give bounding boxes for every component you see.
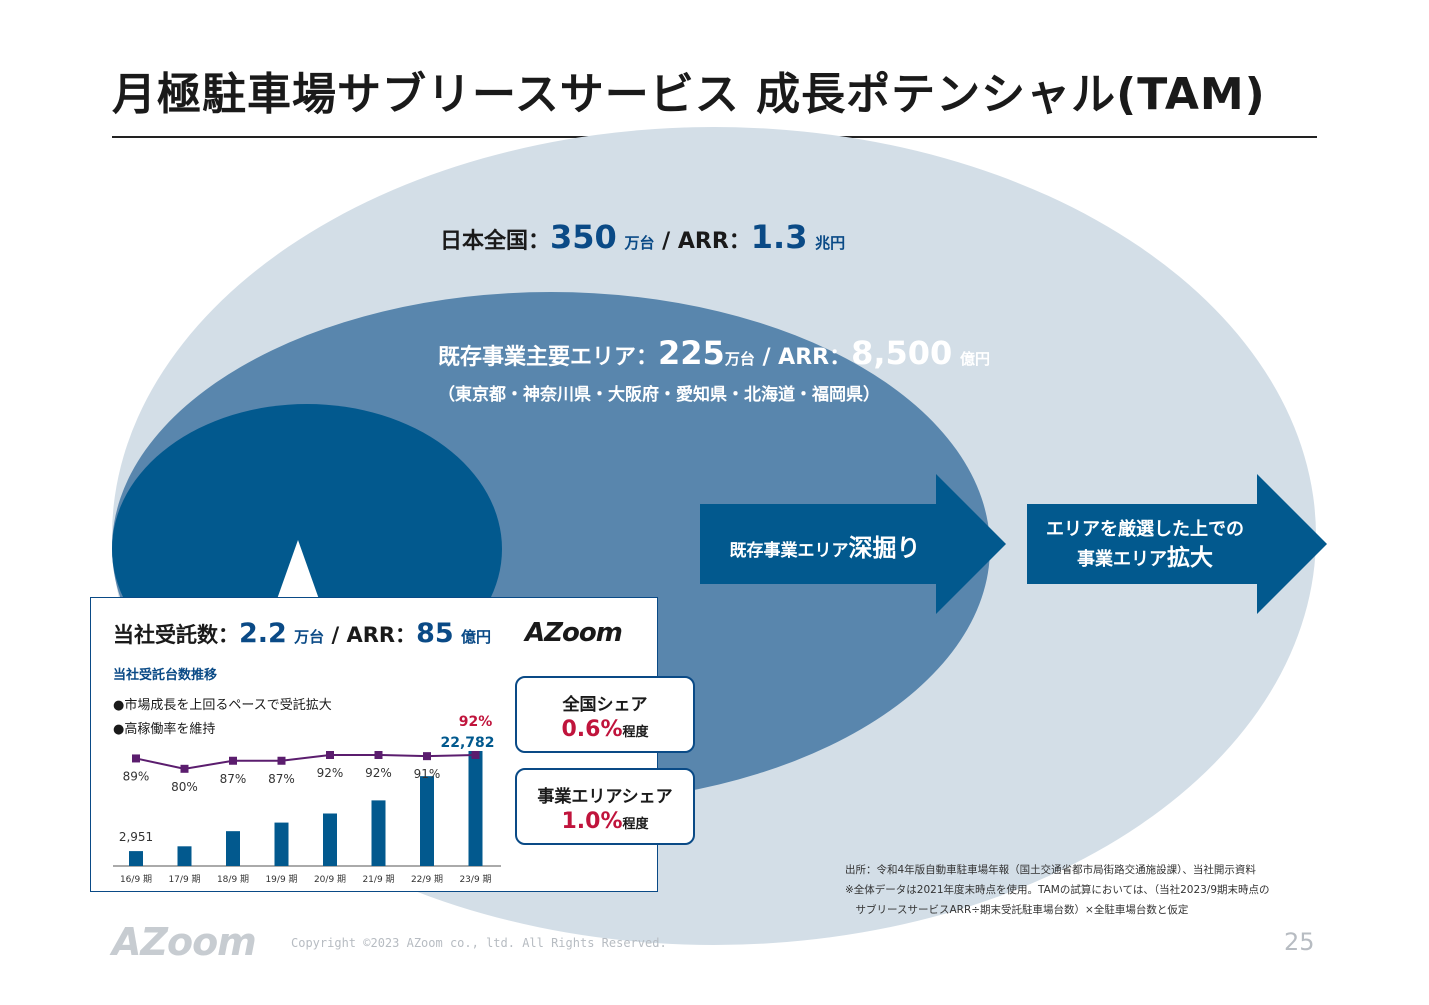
national-share-suffix: 程度	[622, 725, 649, 740]
x-tick-label: 16/9 期	[120, 874, 152, 885]
page-title: 月極駐車場サブリースサービス 成長ポテンシャル(TAM)	[112, 69, 1266, 120]
area-share-suffix: 程度	[622, 817, 649, 832]
occupancy-line	[135, 754, 476, 770]
page-number: 25	[1284, 928, 1315, 956]
area-units-value: 225	[658, 334, 725, 372]
expand-line1: エリアを厳選した上での	[1046, 519, 1244, 540]
assumption-note-1: ※全体データは2021年度末時点を使用。TAMの試算においては、（当社2023/…	[845, 884, 1270, 896]
company-arr-suffix: 億円	[460, 628, 491, 646]
bar	[177, 846, 192, 866]
area-share-value-row: 1.0%程度	[517, 809, 693, 834]
occupancy-point	[180, 764, 189, 773]
company-arr-value: 85	[416, 618, 454, 649]
bar	[371, 800, 386, 866]
bar-label-first: 2,951	[119, 830, 153, 844]
bullet-occupancy: ●高稼働率を維持	[113, 722, 216, 737]
occupancy-point	[326, 751, 334, 759]
company-units-suffix: 万台	[294, 628, 325, 646]
japan-arr-label: / ARR：	[654, 229, 751, 254]
area-tam-label: 既存事業主要エリア：225万台 / ARR：8,500 億円	[438, 334, 990, 372]
company-units-value: 2.2	[239, 618, 287, 649]
assumption-note-2: サブリースサービスARR÷期末受託駐車場台数）×全駐車場台数と仮定	[845, 904, 1189, 916]
company-tam-label: 当社受託数：2.2 万台 / ARR：85 億円	[113, 618, 491, 649]
occupancy-point	[374, 751, 383, 759]
dig-strong: 深掘り	[848, 534, 921, 562]
area-share-box: 事業エリアシェア 1.0%程度	[515, 768, 695, 845]
national-share-box: 全国シェア 0.6%程度	[515, 676, 695, 753]
x-tick-label: 20/9 期	[314, 874, 346, 885]
x-tick-label: 23/9 期	[459, 874, 491, 885]
area-units-suffix: 万台	[724, 350, 755, 368]
bar	[226, 831, 240, 866]
company-label: 当社受託数：	[113, 623, 239, 647]
x-tick-label: 21/9 期	[362, 874, 394, 885]
occupancy-label: 92%	[365, 766, 392, 780]
x-tick-label: 19/9 期	[265, 874, 297, 885]
area-arr-value: 8,500	[851, 334, 953, 372]
chart-title: 当社受託台数推移	[113, 668, 218, 683]
occupancy-label: 92%	[317, 766, 344, 780]
bullet-growth: ●市場成長を上回るペースで受託拡大	[113, 698, 332, 713]
dig-prefix: 既存事業エリア	[729, 541, 849, 561]
area-arr-suffix: 億円	[959, 350, 990, 368]
area-arr-label: / ARR：	[754, 345, 852, 370]
japan-units-value: 350	[550, 218, 617, 256]
bar	[468, 751, 483, 866]
occupancy-label: 80%	[171, 780, 198, 794]
japan-units-suffix: 万台	[624, 234, 655, 252]
japan-arr-value: 1.3	[750, 218, 808, 256]
occupancy-point	[423, 752, 431, 761]
dig-arrow-text: 既存事業エリア深掘り	[700, 528, 950, 563]
bar	[274, 822, 289, 866]
footer-logo: AZoom	[112, 920, 257, 964]
occupancy-point	[277, 756, 286, 765]
azoom-logo: AZoom	[525, 618, 623, 648]
japan-arr-suffix: 兆円	[815, 234, 846, 252]
bar	[129, 851, 143, 866]
bar	[420, 776, 434, 866]
japan-tam-label: 日本全国：350 万台 / ARR：1.3 兆円	[440, 218, 845, 256]
occupancy-label: 87%	[268, 772, 295, 786]
area-label: 既存事業主要エリア：	[438, 345, 659, 370]
bar-label-latest: 22,782	[440, 735, 494, 751]
copyright: Copyright ©2023 AZoom co., ltd. All Righ…	[291, 936, 667, 950]
national-share-label: 全国シェア	[562, 695, 648, 715]
occupancy-point	[229, 756, 237, 765]
dig-arrow	[700, 474, 1006, 614]
occupancy-label: 87%	[220, 772, 247, 786]
expand-prefix: 事業エリア	[1077, 549, 1167, 570]
japan-label: 日本全国：	[440, 229, 551, 254]
area-share-value: 1.0%	[561, 809, 623, 834]
expand-arrow-text: エリアを厳選した上での 事業エリア拡大	[1030, 516, 1260, 574]
expand-strong: 拡大	[1167, 545, 1213, 571]
x-tick-label: 17/9 期	[168, 874, 200, 885]
expand-arrow	[1027, 474, 1327, 614]
occupancy-label: 89%	[123, 769, 150, 783]
callout-pointer	[276, 540, 320, 602]
national-share-value: 0.6%	[561, 717, 623, 742]
company-arr-label: / ARR：	[324, 623, 417, 647]
area-prefectures: （東京都・神奈川県・大阪府・愛知県・北海道・福岡県）	[438, 385, 880, 405]
x-tick-label: 18/9 期	[217, 874, 249, 885]
occupancy-point	[132, 754, 140, 763]
area-share-label: 事業エリアシェア	[537, 787, 673, 807]
occupancy-label: 91%	[414, 767, 441, 781]
occupancy-label-latest: 92%	[459, 714, 493, 730]
x-tick-label: 22/9 期	[411, 874, 443, 885]
contracts-chart: 16/9 期 17/9 期 18/9 期 19/9 期 20/9 期 21/9 期 22/9…	[113, 714, 501, 885]
source-note: 出所：令和4年版自動車駐車場年報（国土交通省都市局街路交通施設課）、当社開示資料	[845, 864, 1256, 876]
bar	[323, 813, 337, 866]
national-share-value-row: 0.6%程度	[517, 717, 693, 742]
occupancy-point	[471, 751, 480, 759]
